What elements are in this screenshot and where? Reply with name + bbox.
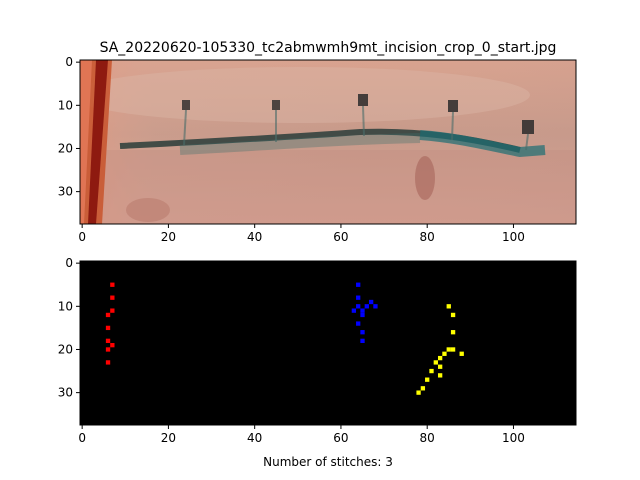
stitch-3-pixel-13: [437, 364, 443, 369]
photo-ytick-label-20: 20: [58, 141, 73, 155]
stitch-3-pixel-6: [442, 351, 447, 356]
mask-ytick-label-30: 30: [58, 386, 73, 400]
stitch-3-pixel-7: [437, 355, 443, 361]
stitch-3-pixel-9: [429, 368, 434, 374]
stitch-3-pixel-3: [450, 347, 456, 352]
stitch-1-pixel-3: [105, 312, 111, 318]
stitch-2-pixel-7: [373, 304, 378, 309]
stitch-1-pixel-6: [110, 343, 115, 348]
stitch-2-pixel-2: [356, 304, 361, 309]
photo-ytick-label-30: 30: [58, 185, 73, 199]
stitch-3-pixel-5: [446, 347, 451, 352]
photo-xtick-label-0: 0: [78, 230, 86, 244]
stitch-3-pixel-0: [446, 304, 451, 309]
stitch-2-pixel-1: [356, 295, 361, 300]
photo-ticks: 0 20 40 60 80 100 0 10 20 30: [58, 55, 525, 244]
stitch-3: [416, 304, 464, 395]
stitch-2-pixel-11: [360, 338, 365, 343]
mask-axes: 0 20 40 60 80 100 0 10 20 30: [58, 256, 577, 445]
mask-xtick-label-20: 20: [161, 431, 176, 445]
mask-background: [80, 261, 576, 425]
stitch-3-pixel-8: [433, 360, 438, 365]
mask-ytick-label-0: 0: [65, 256, 73, 270]
stitch-3-pixel-11: [420, 386, 426, 391]
stitch-1-pixel-0: [110, 282, 115, 287]
stitch-1-pixel-4: [105, 325, 111, 331]
stitch-1: [105, 282, 115, 365]
photo-xtick-label-100: 100: [502, 230, 525, 244]
photo-axes: 0 20 40 60 80 100 0 10 20 30: [58, 55, 577, 244]
stitch-2-pixel-5: [364, 304, 369, 309]
stitch-3-pixel-12: [416, 390, 421, 395]
mask-ytick-label-20: 20: [58, 342, 73, 356]
stitch-2-pixel-3: [351, 308, 357, 313]
stitch-1-pixel-5: [105, 338, 111, 343]
stitch-detections: [105, 282, 464, 395]
photo-ytick-label-0: 0: [65, 55, 73, 69]
stitch-3-pixel-2: [450, 330, 456, 335]
stitch-2-pixel-9: [356, 321, 361, 326]
mask-axes-frame: [79, 260, 577, 426]
stitch-3-pixel-1: [450, 312, 456, 318]
incision-photo: [80, 60, 576, 224]
photo-xtick-label-20: 20: [161, 230, 176, 244]
mask-xtick-label-100: 100: [502, 431, 525, 445]
photo-xtick-label-40: 40: [247, 230, 262, 244]
stitch-2-pixel-4: [360, 308, 365, 313]
mask-xtick-label-80: 80: [420, 431, 435, 445]
stitch-2-pixel-0: [356, 282, 361, 287]
stitch-2-pixel-6: [368, 299, 374, 305]
photo-xtick-label-80: 80: [420, 230, 435, 244]
stitch-2: [351, 282, 378, 343]
stitch-3-pixel-4: [459, 351, 464, 356]
mask-xtick-label-60: 60: [333, 431, 348, 445]
stitch-2-pixel-8: [360, 312, 365, 318]
stitch-1-pixel-7: [105, 347, 111, 352]
stitch-1-pixel-8: [105, 360, 111, 365]
stitch-3-pixel-14: [437, 373, 443, 378]
photo-axes-frame: [79, 59, 577, 225]
stitch-2-pixel-10: [360, 330, 365, 335]
stitch-1-pixel-1: [110, 295, 115, 300]
mask-xtick-label-0: 0: [78, 431, 86, 445]
figure-title: SA_20220620-105330_tc2abmwmh9mt_incision…: [100, 40, 557, 56]
mask-xtick-label-40: 40: [247, 431, 262, 445]
mask-ticks: 0 20 40 60 80 100 0 10 20 30: [58, 256, 525, 445]
stitch-3-pixel-10: [425, 377, 430, 382]
photo-ytick-label-10: 10: [58, 98, 73, 112]
mask-ytick-label-10: 10: [58, 299, 73, 313]
stitch-count-label: Number of stitches: 3: [263, 455, 393, 469]
stitch-1-pixel-2: [110, 308, 115, 313]
photo-xtick-label-60: 60: [333, 230, 348, 244]
